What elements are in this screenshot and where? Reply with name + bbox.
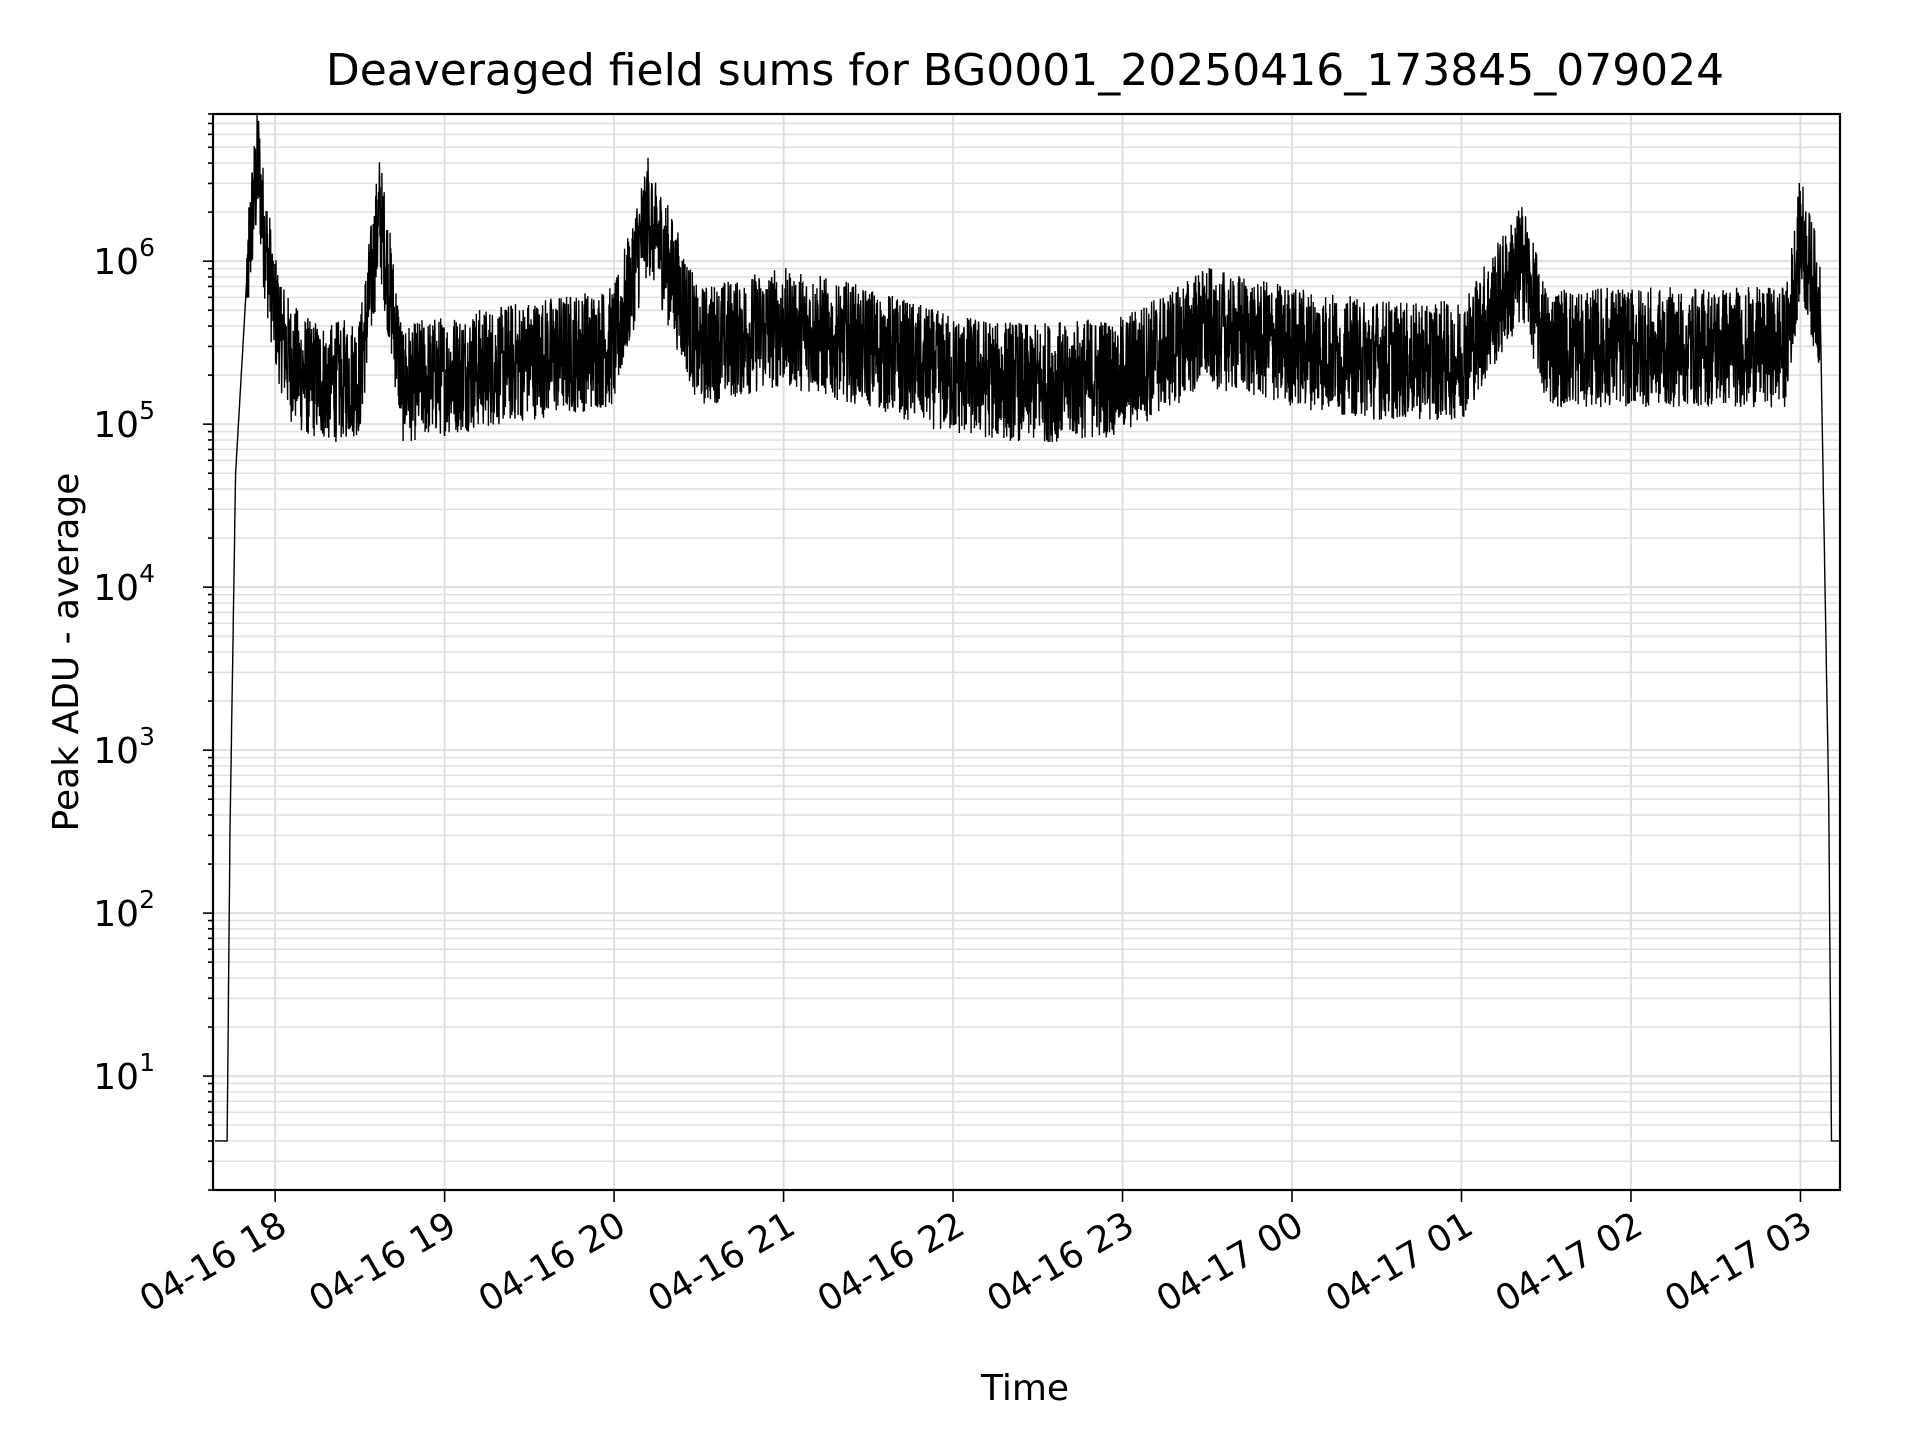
y-axis-label: Peak ADU - average (46, 473, 87, 832)
grid (213, 113, 1840, 1191)
y-tick-label: 106 (93, 233, 155, 283)
y-tick-exponent: 5 (139, 396, 155, 425)
y-tick-base: 10 (93, 894, 139, 935)
y-tick-exponent: 4 (139, 559, 155, 588)
y-tick-exponent: 2 (139, 885, 155, 914)
y-tick-base: 10 (93, 731, 139, 772)
y-tick-base: 10 (93, 242, 139, 283)
y-tick-exponent: 3 (139, 722, 155, 751)
y-tick-base: 10 (93, 405, 139, 446)
x-axis-label: Time (980, 1368, 1069, 1409)
y-tick-label: 101 (93, 1048, 155, 1098)
y-tick-label: 105 (93, 396, 155, 446)
y-tick-label: 103 (93, 722, 155, 772)
y-tick-exponent: 6 (139, 233, 155, 262)
chart-title: Deaveraged field sums for BG0001_2025041… (326, 45, 1724, 96)
series-line (215, 115, 1840, 1142)
y-tick-base: 10 (93, 568, 139, 609)
y-tick-base: 10 (93, 1057, 139, 1098)
y-tick-exponent: 1 (139, 1048, 155, 1077)
y-tick-label: 104 (93, 559, 155, 609)
y-tick-label: 102 (93, 885, 155, 935)
